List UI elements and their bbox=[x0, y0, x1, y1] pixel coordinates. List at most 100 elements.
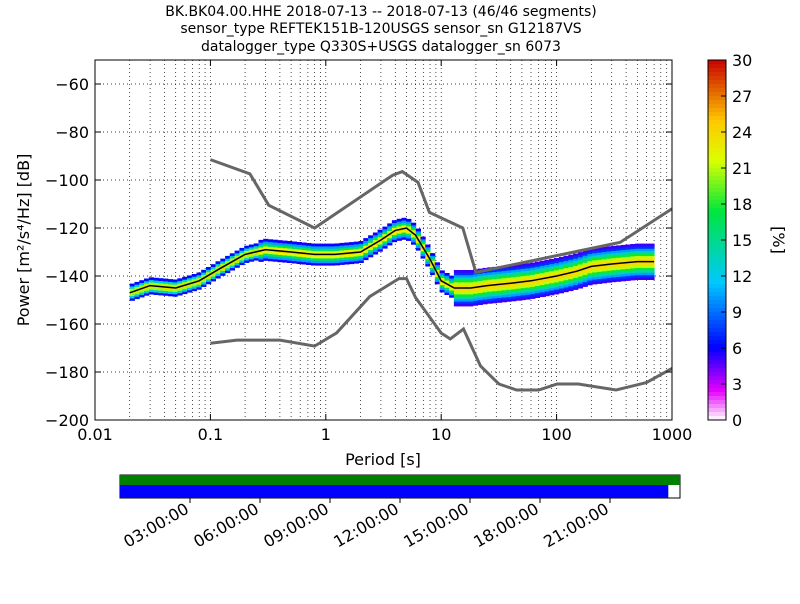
heatmap-cell bbox=[577, 256, 584, 260]
heatmap-cell bbox=[511, 291, 517, 295]
heatmap-cell bbox=[220, 258, 226, 262]
heatmap-cell bbox=[601, 261, 607, 265]
y-tick-label: −200 bbox=[45, 411, 89, 430]
heatmap-cell bbox=[606, 253, 612, 257]
heatmap-cell bbox=[563, 279, 569, 283]
heatmap-cell bbox=[573, 279, 579, 283]
heatmap-cell bbox=[616, 267, 622, 270]
heatmap-cell bbox=[534, 285, 541, 289]
heatmap-cell bbox=[258, 251, 264, 255]
heatmap-cell bbox=[411, 241, 417, 245]
heatmap-cell bbox=[496, 276, 502, 279]
heatmap-cell bbox=[287, 255, 293, 259]
heatmap-cell bbox=[306, 250, 312, 253]
heatmap-cell bbox=[582, 284, 588, 287]
heatmap-cell bbox=[430, 272, 436, 276]
heatmap-cell bbox=[406, 223, 412, 227]
heatmap-cell bbox=[511, 284, 517, 287]
heatmap-cell bbox=[596, 261, 603, 265]
heatmap-cell bbox=[492, 293, 498, 297]
heatmap-cell bbox=[496, 297, 502, 301]
heatmap-cell bbox=[139, 285, 145, 288]
heatmap-cell bbox=[525, 296, 531, 300]
heatmap-cell bbox=[515, 264, 522, 268]
heatmap-cell bbox=[635, 253, 641, 256]
colorbar-segment bbox=[708, 192, 726, 197]
heatmap-cell bbox=[258, 247, 264, 250]
heatmap-cell bbox=[148, 289, 154, 293]
heatmap-cell bbox=[534, 266, 541, 270]
heatmap-cell bbox=[196, 284, 202, 288]
colorbar-segment bbox=[708, 124, 726, 129]
heatmap-cell bbox=[573, 267, 579, 271]
colorbar-segment bbox=[708, 220, 726, 225]
colorbar-segment bbox=[708, 96, 726, 101]
heatmap-cell bbox=[372, 232, 379, 236]
heatmap-cell bbox=[635, 272, 641, 276]
heatmap-cell bbox=[453, 270, 460, 273]
heatmap-cell bbox=[210, 266, 216, 270]
heatmap-cell bbox=[477, 292, 483, 296]
heatmap-cell bbox=[644, 246, 650, 249]
heatmap-cell bbox=[425, 251, 431, 255]
heatmap-cell bbox=[639, 248, 645, 252]
heatmap-cell bbox=[196, 286, 202, 290]
colorbar-segment bbox=[708, 380, 726, 385]
heatmap-cell bbox=[511, 286, 517, 290]
heatmap-cell bbox=[353, 253, 359, 257]
heatmap-cell bbox=[549, 266, 555, 269]
heatmap-cell bbox=[625, 273, 631, 277]
heatmap-cell bbox=[487, 288, 493, 292]
heatmap-cell bbox=[229, 255, 235, 259]
heatmap-cell bbox=[172, 279, 178, 283]
heatmap-cell bbox=[425, 249, 431, 253]
colorbar-segment bbox=[708, 248, 726, 253]
heatmap-cell bbox=[420, 239, 426, 242]
heatmap-cell bbox=[453, 272, 460, 276]
heatmap-cell bbox=[167, 288, 174, 292]
heatmap-cell bbox=[258, 239, 264, 243]
x-axis-label: Period [s] bbox=[345, 450, 421, 469]
heatmap-cell bbox=[177, 287, 183, 291]
colorbar-segment bbox=[708, 336, 726, 341]
heatmap-cell bbox=[620, 266, 626, 270]
heatmap-cell bbox=[496, 300, 502, 303]
heatmap-cell bbox=[649, 272, 655, 276]
heatmap-cell bbox=[349, 246, 355, 250]
heatmap-cell bbox=[449, 287, 455, 291]
heatmap-cell bbox=[296, 256, 302, 260]
colorbar-segment bbox=[708, 240, 726, 245]
heatmap-cell bbox=[544, 259, 550, 263]
heatmap-cell bbox=[492, 274, 498, 277]
mode-line bbox=[129, 227, 655, 294]
heatmap-cell bbox=[148, 282, 154, 285]
colorbar-tick-label: 27 bbox=[732, 87, 752, 106]
heatmap-cell bbox=[363, 257, 369, 261]
heatmap-cell bbox=[601, 266, 607, 269]
heatmap-cell bbox=[287, 253, 293, 256]
heatmap-cell bbox=[501, 294, 507, 298]
colorbar-segment bbox=[708, 64, 726, 69]
heatmap-cell bbox=[620, 249, 626, 253]
heatmap-cell bbox=[129, 288, 135, 292]
heatmap-cell bbox=[434, 276, 440, 280]
heatmap-cell bbox=[239, 262, 245, 266]
heatmap-cell bbox=[511, 272, 517, 275]
heatmap-cell bbox=[592, 279, 598, 282]
heatmap-cell bbox=[463, 298, 469, 302]
heatmap-cell bbox=[573, 260, 579, 264]
heatmap-cell bbox=[153, 277, 159, 281]
heatmap-cell bbox=[239, 259, 245, 263]
heatmap-cell bbox=[630, 246, 636, 250]
heatmap-cell bbox=[573, 263, 579, 266]
colorbar-segment bbox=[708, 300, 726, 305]
heatmap-cell bbox=[515, 278, 522, 282]
heatmap-cell bbox=[344, 244, 350, 248]
colorbar-segment bbox=[708, 376, 726, 381]
heatmap-cell bbox=[596, 273, 603, 277]
heatmap-cell bbox=[496, 278, 502, 282]
heatmap-cell bbox=[616, 245, 622, 249]
heatmap-cell bbox=[439, 282, 445, 286]
colorbar-segment bbox=[708, 144, 726, 149]
heatmap-cell bbox=[620, 252, 626, 255]
